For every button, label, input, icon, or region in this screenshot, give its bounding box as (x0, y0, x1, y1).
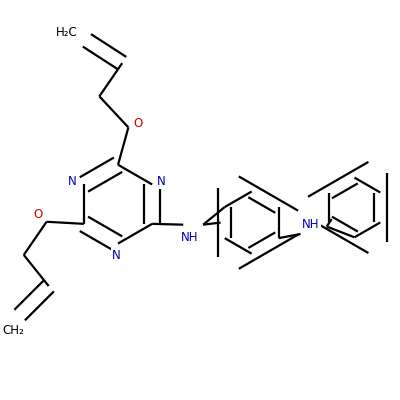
Text: NH: NH (302, 218, 320, 231)
Text: N: N (157, 175, 166, 188)
Text: CH₂: CH₂ (2, 324, 24, 337)
Text: H₂C: H₂C (56, 26, 78, 39)
Text: N: N (112, 249, 120, 262)
Text: NH: NH (181, 231, 198, 244)
Text: O: O (34, 208, 43, 221)
Text: O: O (133, 117, 142, 130)
Text: N: N (68, 175, 77, 188)
